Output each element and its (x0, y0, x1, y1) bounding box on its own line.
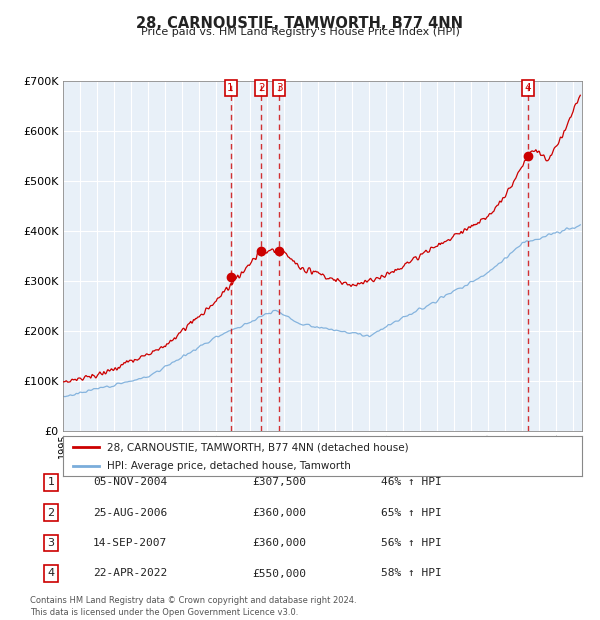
Text: 14-SEP-2007: 14-SEP-2007 (93, 538, 167, 548)
Text: £360,000: £360,000 (252, 538, 306, 548)
Text: 3: 3 (47, 538, 55, 548)
Text: 4: 4 (47, 569, 55, 578)
Text: 3: 3 (276, 83, 283, 93)
Text: 1: 1 (47, 477, 55, 487)
Text: £307,500: £307,500 (252, 477, 306, 487)
Text: 28, CARNOUSTIE, TAMWORTH, B77 4NN: 28, CARNOUSTIE, TAMWORTH, B77 4NN (137, 16, 464, 30)
Text: 65% ↑ HPI: 65% ↑ HPI (381, 508, 442, 518)
Text: Price paid vs. HM Land Registry's House Price Index (HPI): Price paid vs. HM Land Registry's House … (140, 27, 460, 37)
Text: 1: 1 (227, 83, 234, 93)
Text: 05-NOV-2004: 05-NOV-2004 (93, 477, 167, 487)
Text: 22-APR-2022: 22-APR-2022 (93, 569, 167, 578)
Text: 56% ↑ HPI: 56% ↑ HPI (381, 538, 442, 548)
Text: 25-AUG-2006: 25-AUG-2006 (93, 508, 167, 518)
Text: 2: 2 (47, 508, 55, 518)
Text: 58% ↑ HPI: 58% ↑ HPI (381, 569, 442, 578)
Text: 4: 4 (524, 83, 531, 93)
Text: 28, CARNOUSTIE, TAMWORTH, B77 4NN (detached house): 28, CARNOUSTIE, TAMWORTH, B77 4NN (detac… (107, 442, 409, 452)
Text: Contains HM Land Registry data © Crown copyright and database right 2024.
This d: Contains HM Land Registry data © Crown c… (30, 596, 356, 617)
Text: HPI: Average price, detached house, Tamworth: HPI: Average price, detached house, Tamw… (107, 461, 351, 471)
Text: 2: 2 (258, 83, 265, 93)
Text: 46% ↑ HPI: 46% ↑ HPI (381, 477, 442, 487)
Text: £360,000: £360,000 (252, 508, 306, 518)
Text: £550,000: £550,000 (252, 569, 306, 578)
